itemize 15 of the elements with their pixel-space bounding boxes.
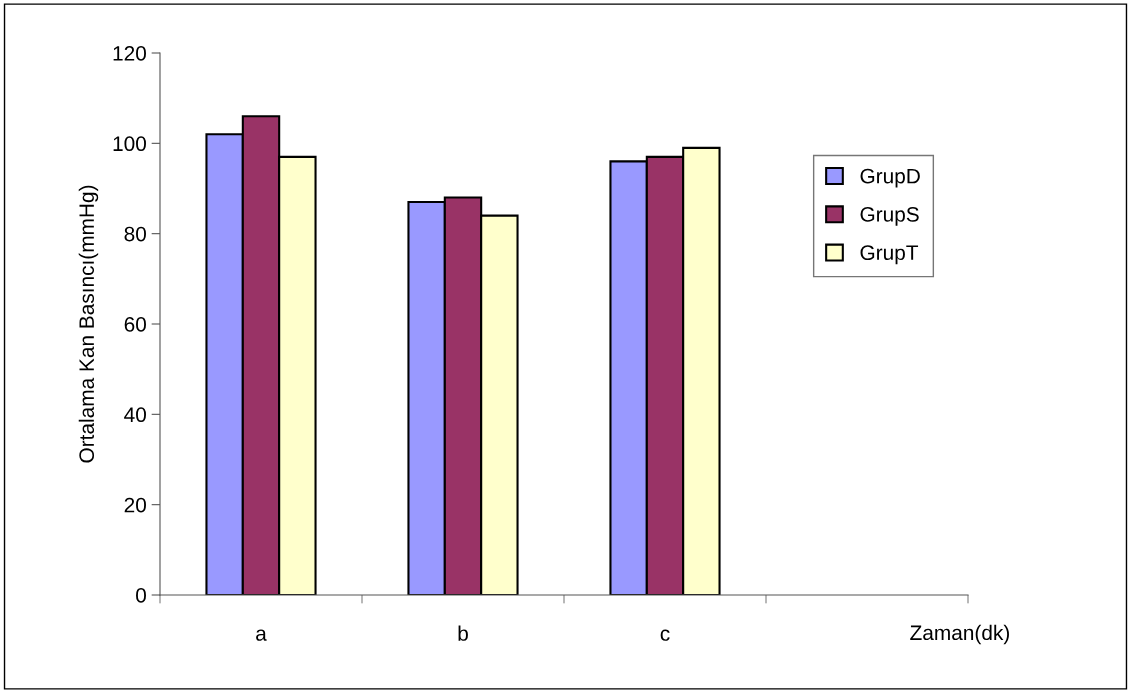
x-tick-label: b: [458, 625, 468, 641]
x-tick-label: c: [660, 629, 670, 641]
x-axis-title: Zaman(dk): [910, 624, 1009, 645]
y-axis-title: Ortalama Kan Basıncı(mmHg): [78, 185, 99, 463]
y-tick-label: 0: [136, 588, 146, 603]
y-tick-label: 100: [113, 136, 146, 152]
y-tick-label: 120: [113, 46, 146, 61]
y-tick-label: 20: [124, 497, 146, 513]
y-tick-label: 80: [124, 226, 146, 242]
legend-label: GrupD: [860, 168, 920, 188]
y-tick-label: 40: [124, 407, 146, 423]
y-tick-label: 60: [124, 317, 146, 332]
legend-label: GrupS: [860, 207, 919, 226]
x-tick-label: a: [256, 629, 267, 641]
legend-label: GrupT: [860, 245, 919, 265]
